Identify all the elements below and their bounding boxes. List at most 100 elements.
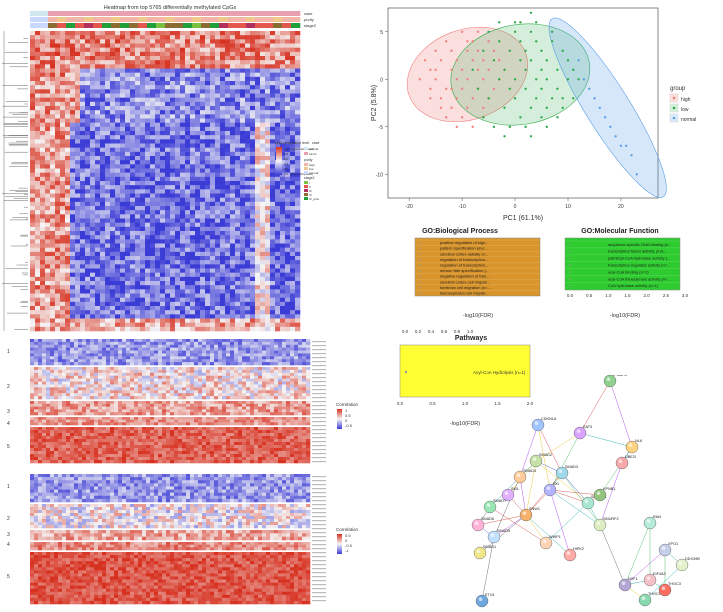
heatmap-cell (280, 293, 286, 298)
heatmap-cell (165, 239, 171, 244)
heatmap-cell (130, 172, 136, 178)
correlation-cell (218, 356, 223, 360)
legend-swatch (304, 193, 308, 196)
heatmap-cell (250, 247, 256, 253)
heatmap-cell (115, 135, 121, 140)
heatmap-cell (155, 118, 161, 123)
heatmap-cell (275, 126, 281, 132)
heatmap-cell (135, 251, 141, 257)
heatmap-cell (145, 93, 151, 98)
heatmap-cell (155, 85, 161, 90)
heatmap-cell (35, 106, 41, 111)
heatmap-cell (215, 85, 221, 90)
heatmap-cell (150, 235, 156, 240)
heatmap-cell (55, 197, 61, 203)
heatmap-cell (135, 135, 141, 140)
correlation-cell (282, 347, 287, 351)
heatmap-cell (140, 43, 146, 48)
correlation-cell (114, 369, 119, 374)
heatmap-cell (135, 276, 141, 282)
heatmap-cell (95, 214, 101, 219)
heatmap-cell (220, 201, 226, 207)
heatmap-cell (255, 256, 261, 261)
heatmap-cell (195, 176, 201, 182)
heatmap-cell (125, 218, 131, 223)
heatmap-cell (145, 289, 151, 294)
correlation-cell (82, 362, 87, 366)
heatmap-cell (285, 143, 291, 148)
heatmap-cell (90, 164, 96, 169)
heatmap-cell (110, 189, 116, 194)
heatmap-cell (95, 31, 101, 36)
heatmap-cell (205, 285, 211, 290)
heatmap-cell (150, 39, 156, 44)
heatmap-cell (240, 185, 246, 190)
correlation-cell (182, 341, 187, 346)
heatmap-cell (55, 281, 61, 286)
heatmap-cell (135, 64, 141, 69)
heatmap-cell (80, 314, 86, 319)
heatmap-cell (90, 106, 96, 111)
heatmap-cell (225, 89, 231, 94)
heatmap-cell (185, 172, 191, 178)
heatmap-cell (65, 181, 71, 186)
heatmap-cell (230, 289, 236, 294)
correlation-cell (102, 359, 107, 363)
correlation-cell (306, 359, 311, 363)
heatmap-cell (250, 297, 256, 303)
heatmap-cell (220, 135, 226, 140)
heatmap-cell (145, 235, 151, 240)
correlation-cell (94, 347, 99, 351)
heatmap-cell (295, 76, 301, 82)
correlation-cell (38, 362, 43, 366)
heatmap-cell (100, 64, 106, 69)
heatmap-cell (185, 185, 191, 190)
heatmap-cell (240, 268, 246, 273)
heatmap-cell (280, 214, 286, 219)
heatmap-cell (40, 160, 46, 165)
heatmap-cell (290, 314, 296, 319)
correlation-cell (266, 369, 271, 374)
heatmap-cell (65, 114, 71, 119)
heatmap-cell (55, 31, 61, 36)
heatmap-cell (280, 131, 286, 136)
heatmap-cell (95, 56, 101, 61)
heatmap-cell (180, 276, 186, 282)
heatmap-cell (215, 289, 221, 294)
heatmap-cell (225, 110, 231, 115)
heatmap-cell (210, 147, 216, 153)
heatmap-cell (115, 126, 121, 132)
heatmap-cell (210, 276, 216, 282)
correlation-cell (230, 344, 235, 348)
heatmap-cell (230, 51, 236, 57)
heatmap-cell (180, 76, 186, 82)
heatmap-cell (270, 60, 276, 65)
heatmap-cell (225, 56, 231, 61)
heatmap-cell (30, 156, 36, 161)
annotation-stage (138, 23, 148, 28)
heatmap-cell (180, 39, 186, 44)
heatmap-cell (85, 172, 91, 178)
heatmap-cell (120, 151, 126, 157)
heatmap-cell (40, 289, 46, 294)
heatmap-cell (65, 168, 71, 173)
methylation-heatmap: Heatmap from top 5765 differentially met… (2, 5, 320, 332)
correlation-cell (206, 339, 211, 343)
heatmap-cell (265, 235, 271, 240)
heatmap-cell (245, 101, 251, 107)
annotation-purity (102, 17, 112, 22)
heatmap-cell (60, 251, 66, 257)
heatmap-cell (75, 135, 81, 140)
heatmap-cell (215, 147, 221, 153)
correlation-cell (278, 339, 283, 343)
heatmap-cell (150, 97, 156, 103)
heatmap-cell (150, 285, 156, 290)
heatmap-cell (235, 139, 241, 144)
heatmap-cell (75, 106, 81, 111)
heatmap-cell (110, 151, 116, 157)
heatmap-cell (220, 243, 226, 248)
heatmap-cell (270, 106, 276, 111)
heatmap-cell (220, 226, 226, 232)
heatmap-cell (135, 268, 141, 273)
correlation-cell (138, 362, 143, 366)
